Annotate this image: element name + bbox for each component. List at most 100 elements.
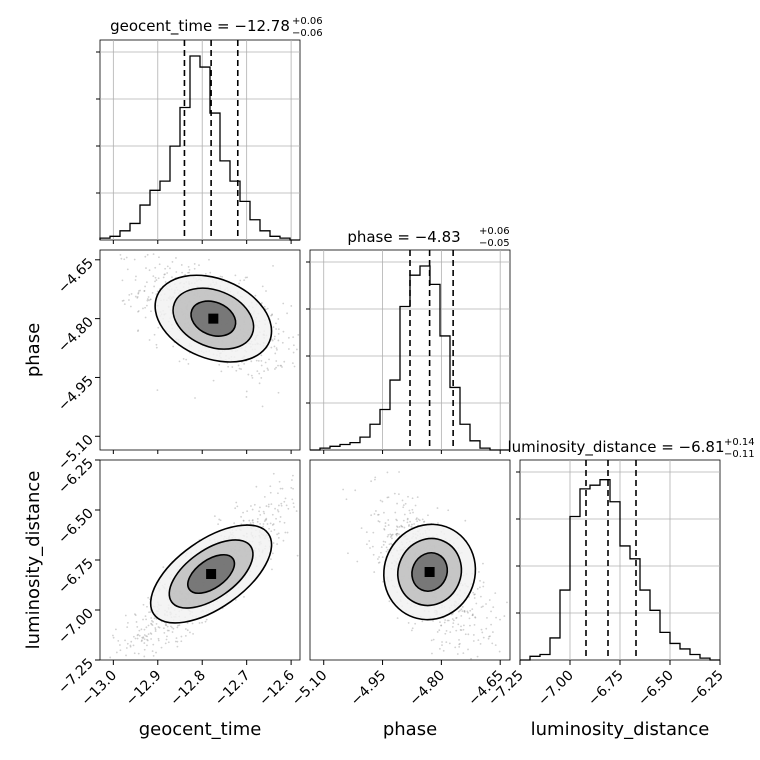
sample-point xyxy=(473,597,476,599)
sample-point xyxy=(277,504,280,507)
sample-point xyxy=(123,303,126,306)
sample-point xyxy=(212,379,215,382)
sample-point xyxy=(145,635,147,637)
sample-point xyxy=(178,624,181,627)
sample-point xyxy=(137,292,140,295)
sample-point xyxy=(471,614,474,617)
sample-point xyxy=(456,653,459,655)
sample-point xyxy=(136,626,139,628)
sample-point xyxy=(386,496,389,499)
sample-point xyxy=(265,505,268,507)
sample-point xyxy=(151,624,154,627)
sample-point xyxy=(256,520,259,523)
sample-point xyxy=(385,550,388,553)
sample-point xyxy=(396,532,399,535)
sample-point xyxy=(291,362,294,365)
sample-point xyxy=(145,618,148,621)
sample-point xyxy=(198,264,200,267)
sample-point xyxy=(477,639,480,642)
density-peak xyxy=(208,313,219,324)
sample-point xyxy=(271,313,274,316)
sample-point xyxy=(462,652,465,655)
sample-point xyxy=(459,609,461,612)
sample-point xyxy=(297,333,300,336)
sample-point xyxy=(441,641,443,643)
sample-point xyxy=(486,616,488,619)
sample-point xyxy=(438,629,441,632)
sample-point xyxy=(270,338,273,341)
sample-point xyxy=(281,341,284,344)
sample-point xyxy=(387,524,390,526)
sample-point xyxy=(175,637,178,640)
sample-point xyxy=(188,268,191,271)
sample-point xyxy=(411,523,413,526)
sample-point xyxy=(201,621,203,624)
sample-point xyxy=(445,641,448,644)
sample-point xyxy=(384,522,387,524)
sample-point xyxy=(395,534,398,537)
sample-point xyxy=(137,329,140,332)
sample-point xyxy=(472,634,475,636)
sample-point xyxy=(152,643,155,646)
sample-point xyxy=(389,536,392,538)
sample-point xyxy=(184,273,187,276)
sample-point xyxy=(267,503,270,506)
sample-point xyxy=(271,314,273,316)
sample-point xyxy=(172,345,175,348)
sample-point xyxy=(286,531,289,534)
sample-point xyxy=(162,276,165,279)
x-tick-label: −12.9 xyxy=(123,668,165,710)
sample-point xyxy=(444,619,447,621)
sample-point xyxy=(171,626,173,629)
sample-point xyxy=(277,492,279,495)
sample-point xyxy=(398,525,401,528)
sample-point xyxy=(473,623,476,626)
sample-point xyxy=(142,618,144,621)
sample-point xyxy=(458,639,460,641)
sample-point xyxy=(395,525,398,528)
sample-point xyxy=(267,505,270,508)
sample-point xyxy=(155,279,158,281)
sample-point xyxy=(416,517,418,520)
sample-point xyxy=(129,305,132,308)
sample-point xyxy=(476,588,479,590)
sample-point xyxy=(164,273,166,276)
sample-point xyxy=(167,629,170,632)
sample-point xyxy=(249,522,252,525)
x-tick-label: −12.6 xyxy=(256,667,298,709)
sample-point xyxy=(204,620,207,623)
sample-point xyxy=(260,359,263,362)
sample-point xyxy=(474,593,476,596)
sample-point xyxy=(259,522,261,525)
sample-point xyxy=(147,296,150,298)
sample-point xyxy=(134,637,137,640)
sample-point xyxy=(147,624,150,627)
sample-point xyxy=(282,330,285,333)
ylabel-luminosity-distance: luminosity_distance xyxy=(23,471,44,650)
sample-point xyxy=(150,633,153,635)
sample-point xyxy=(479,579,481,582)
sample-point xyxy=(401,525,404,528)
sample-point xyxy=(153,617,156,620)
sample-point xyxy=(457,610,460,613)
sample-point xyxy=(171,631,174,633)
sample-point xyxy=(246,510,249,513)
sample-point xyxy=(396,526,399,529)
sample-point xyxy=(181,271,184,274)
sample-point xyxy=(398,471,400,473)
sample-point xyxy=(271,524,274,526)
sample-point xyxy=(250,360,253,363)
sample-point xyxy=(176,640,179,643)
sample-point xyxy=(402,504,405,507)
sample-point xyxy=(209,271,212,274)
sample-point xyxy=(275,517,277,520)
sample-point xyxy=(250,374,253,377)
sample-point xyxy=(148,339,151,341)
sample-point xyxy=(275,366,277,369)
sample-point xyxy=(423,520,426,523)
sample-point xyxy=(498,650,501,653)
sample-point xyxy=(406,521,409,524)
y-tick-label: −4.65 xyxy=(55,255,97,297)
sample-point xyxy=(387,534,390,536)
sample-point xyxy=(406,517,409,520)
